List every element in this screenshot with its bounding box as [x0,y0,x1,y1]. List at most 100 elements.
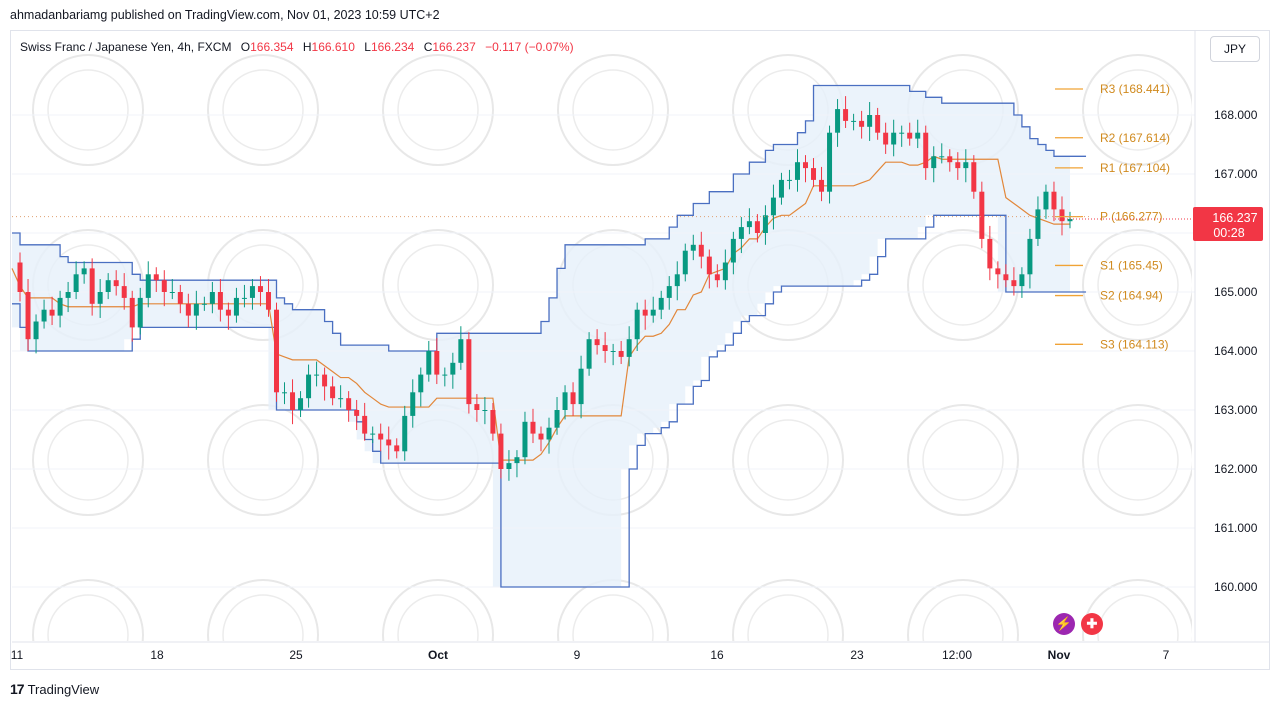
candle-body-85 [690,244,696,251]
candle-26 [217,279,223,322]
candle-42 [346,391,352,422]
candle-body-90 [730,238,736,263]
candle-14 [121,273,127,310]
x-tick-6: 23 [850,648,864,662]
candle-body-107 [867,115,873,127]
candle-body-47 [386,439,392,446]
candle-86 [698,231,704,269]
candle-body-101 [819,179,825,192]
candle-102 [827,125,833,204]
candle-body-8 [73,274,79,292]
candle-63 [514,450,520,478]
candle-6 [57,290,63,328]
candle-49 [402,405,408,461]
candle-body-51 [418,374,424,393]
chart-legend: Swiss Franc / Japanese Yen, 4h, FXCM O16… [20,40,580,54]
pivot-label-r3: R3 (168.441) [1100,82,1170,96]
currency-button[interactable]: JPY [1210,36,1260,62]
candle-timer: 00:28 [1213,226,1244,240]
candle-body-105 [851,120,857,122]
candle-body-50 [410,392,416,416]
legend-close: 166.237 [432,40,476,54]
candle-33 [274,302,279,402]
candle-125 [1011,267,1017,296]
candle-body-76 [618,351,624,357]
candle-body-58 [474,404,480,410]
candle-body-66 [538,433,544,440]
candle-13 [113,270,119,296]
candle-body-124 [1003,274,1009,281]
candle-body-29 [241,297,247,299]
pivot-label-r1: R1 (167.104) [1100,161,1170,175]
candle-body-70 [570,392,576,405]
pivot-r3: R3 (168.441) [1055,82,1170,96]
candle-body-113 [915,132,921,139]
candle-34 [282,382,288,405]
candle-124 [1003,264,1009,288]
candle-21 [177,284,183,314]
candle-body-132 [1067,219,1073,222]
candle-109 [883,122,889,154]
candle-body-43 [354,410,360,416]
candle-body-120 [971,162,977,192]
candle-body-72 [586,339,592,369]
candle-118 [955,152,961,180]
candle-body-97 [786,179,792,181]
candle-110 [891,119,897,157]
candle-20 [169,279,175,300]
candle-body-117 [947,156,953,163]
candle-60 [490,402,496,441]
candle-body-61 [498,433,504,469]
candle-51 [418,367,424,407]
candle-85 [690,234,696,261]
candle-body-103 [835,109,841,133]
candle-132 [1067,211,1073,229]
candle-body-59 [482,410,488,411]
candle-74 [602,332,608,363]
candle-114 [923,125,929,180]
candle-body-91 [738,227,744,239]
candle-56 [458,326,464,370]
candle-body-130 [1051,191,1057,210]
plus-icon[interactable]: ✚ [1081,613,1103,635]
tradingview-logo-icon: 17 [10,681,25,697]
candle-2 [25,279,31,351]
candle-4 [41,299,47,329]
legend-open: 166.354 [250,40,294,54]
candle-32 [265,279,271,317]
candle-body-2 [25,292,31,340]
candle-95 [770,184,776,230]
candle-47 [386,426,392,460]
candle-5 [49,296,55,326]
candle-48 [394,438,400,459]
pivot-label-r2: R2 (167.614) [1100,131,1170,145]
candle-body-27 [225,309,231,316]
channel-lower-line [12,214,1087,588]
candle-body-20 [169,292,175,293]
candle-body-6 [57,297,63,316]
candle-body-28 [233,297,239,316]
candle-73 [594,329,600,355]
candle-81 [658,290,664,320]
candle-body-1 [17,262,23,292]
candle-body-23 [193,303,199,316]
tradingview-logo[interactable]: 17 TradingView [10,681,99,697]
candle-130 [1051,181,1057,222]
legend-high-label: H [302,40,312,54]
candle-131 [1059,196,1065,236]
candle-3 [33,314,39,354]
pivot-r2: R2 (167.614) [1055,131,1170,145]
candle-11 [97,279,103,318]
candle-body-39 [322,374,328,387]
pivot-s3: S3 (164.113) [1055,337,1169,351]
lightning-icon[interactable]: ⚡ [1053,613,1075,635]
y-tick-4: 164.000 [1214,344,1258,358]
y-tick-1: 167.000 [1214,167,1258,181]
candle-body-40 [330,386,336,399]
candle-28 [233,287,239,323]
candle-body-122 [987,238,993,269]
candle-120 [971,155,977,199]
candle-129 [1043,184,1049,219]
candle-119 [963,149,969,183]
